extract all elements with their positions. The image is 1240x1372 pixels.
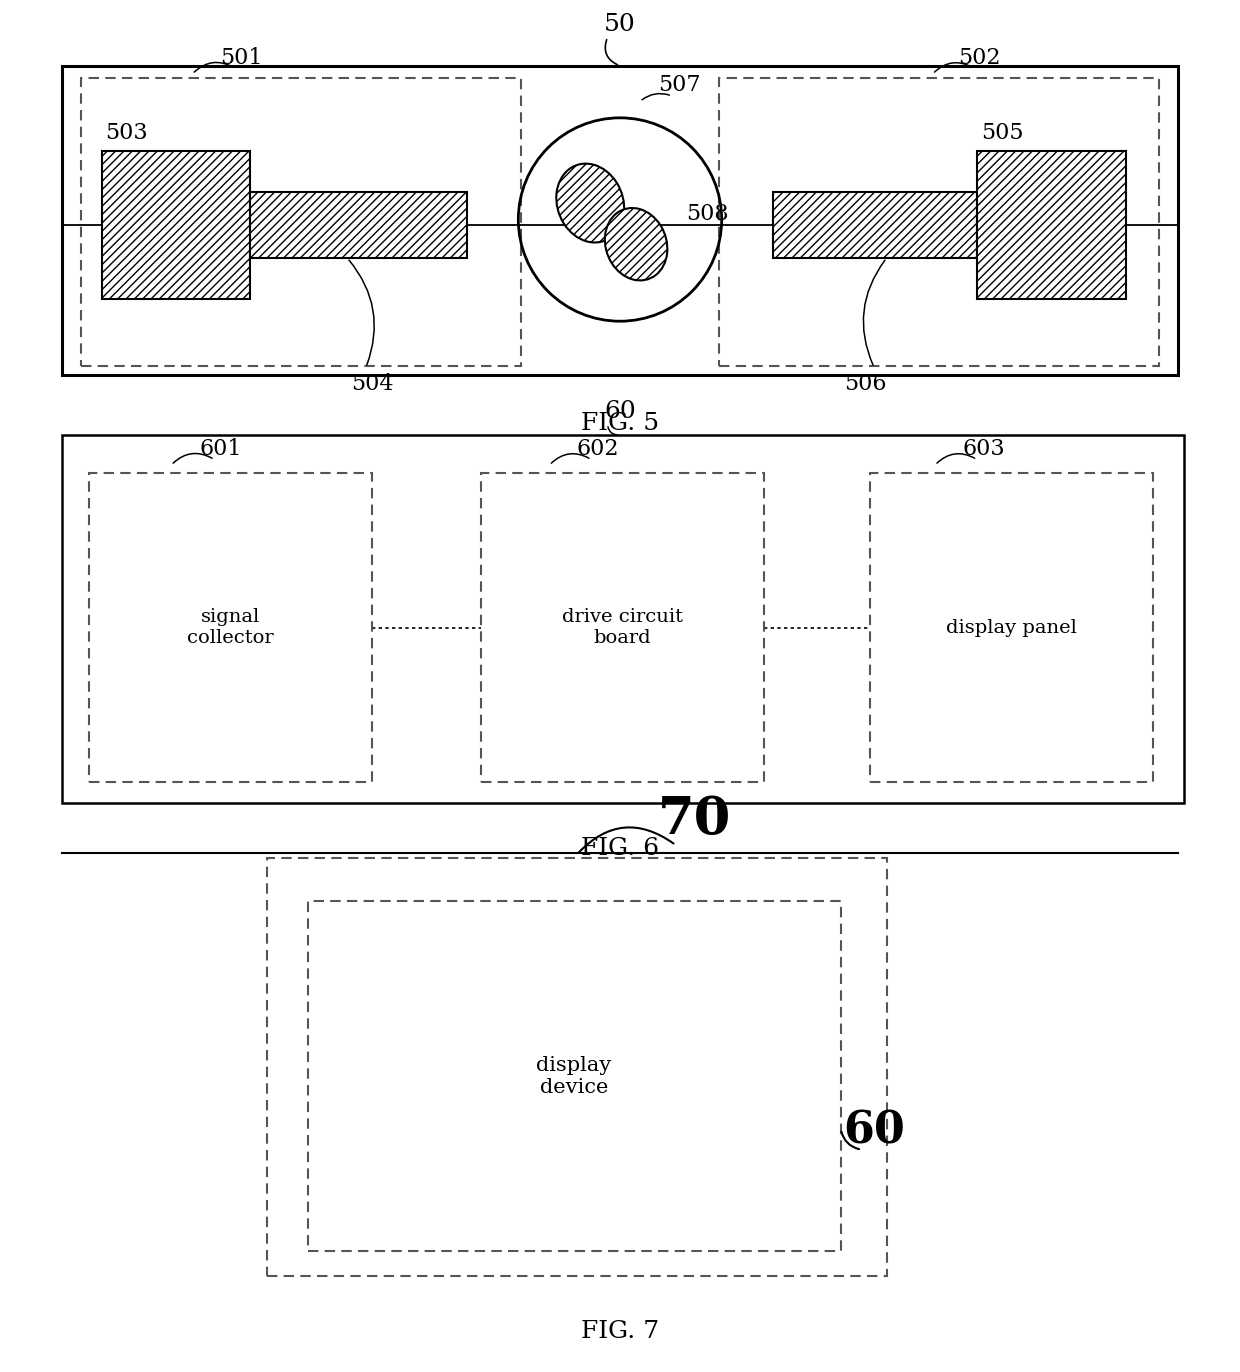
Text: 501: 501 [221, 47, 263, 69]
Text: 503: 503 [105, 122, 148, 144]
Bar [267, 858, 887, 1276]
Ellipse shape [557, 163, 624, 243]
Text: FIG. 5: FIG. 5 [580, 412, 660, 435]
Text: 505: 505 [981, 122, 1023, 144]
Text: 508: 508 [686, 203, 728, 225]
Text: display panel: display panel [946, 619, 1078, 637]
Text: 70: 70 [657, 794, 732, 845]
Text: drive circuit
board: drive circuit board [562, 608, 683, 648]
Text: 602: 602 [577, 438, 619, 460]
Bar [102, 151, 250, 299]
Bar [308, 901, 841, 1251]
Text: signal
collector: signal collector [187, 608, 274, 648]
Bar [719, 78, 1159, 366]
Text: 603: 603 [962, 438, 1004, 460]
Text: 50: 50 [604, 12, 636, 36]
Text: 60: 60 [604, 399, 636, 423]
Text: 506: 506 [844, 373, 887, 395]
Text: 507: 507 [658, 74, 701, 96]
Bar [62, 66, 1178, 375]
Text: 504: 504 [351, 373, 393, 395]
Text: 60: 60 [843, 1110, 905, 1152]
Bar [773, 192, 977, 258]
Text: FIG. 7: FIG. 7 [580, 1320, 660, 1343]
Bar [62, 435, 1184, 803]
Text: 601: 601 [200, 438, 242, 460]
Bar [89, 473, 372, 782]
Bar [250, 192, 467, 258]
Text: 502: 502 [959, 47, 1001, 69]
Bar [81, 78, 521, 366]
Bar [870, 473, 1153, 782]
Text: FIG. 6: FIG. 6 [580, 837, 660, 860]
Text: display
device: display device [537, 1056, 611, 1096]
Bar [977, 151, 1126, 299]
Bar [481, 473, 764, 782]
Ellipse shape [605, 209, 667, 280]
